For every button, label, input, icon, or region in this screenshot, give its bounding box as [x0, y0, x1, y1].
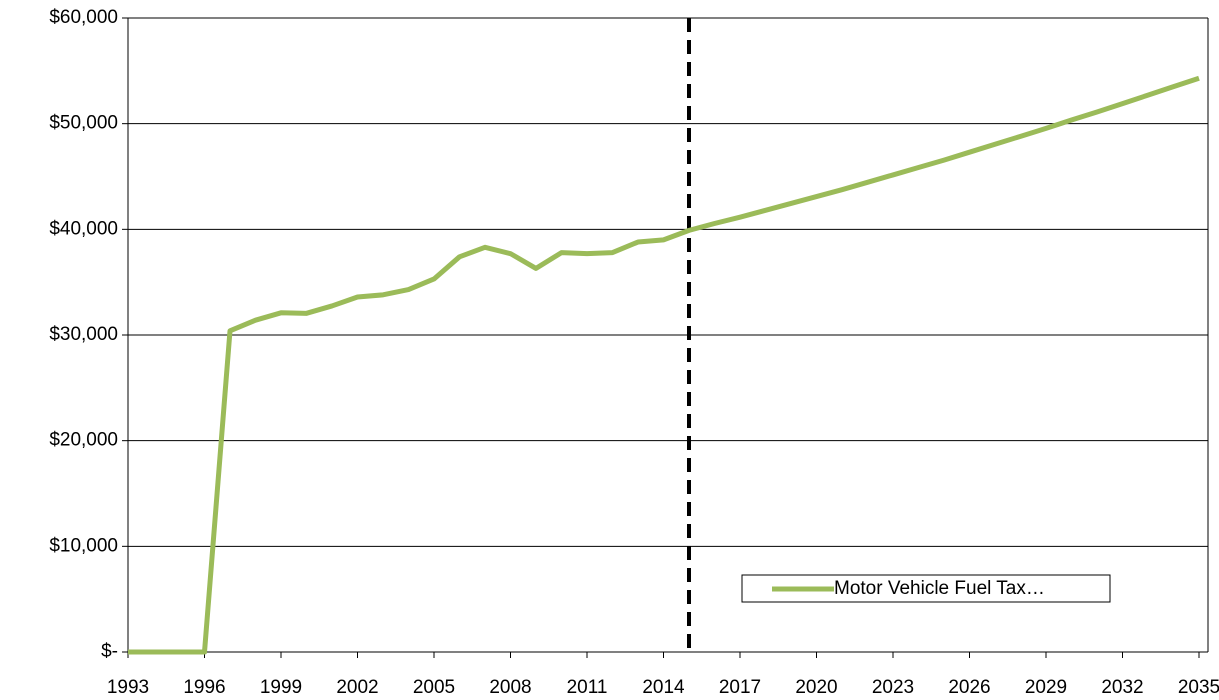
x-tick-label: 2017	[719, 677, 761, 698]
y-tick-label: $30,000	[49, 324, 118, 345]
y-tick-label: $10,000	[49, 535, 118, 556]
x-tick-label: 2023	[872, 677, 914, 698]
y-tick-label: $40,000	[49, 218, 118, 239]
x-tick-label: 2005	[413, 677, 455, 698]
series-line	[128, 75, 1200, 655]
x-tick-label: 2020	[795, 677, 837, 698]
x-tick-label: 2032	[1101, 677, 1143, 698]
y-tick-label: $60,000	[49, 7, 118, 28]
x-tick-label: 2035	[1178, 677, 1219, 698]
legend-label: Motor Vehicle Fuel Tax…	[834, 578, 1045, 599]
x-tick-label: 2029	[1025, 677, 1067, 698]
x-tick-label: 1993	[107, 677, 149, 698]
x-tick-label: 2008	[489, 677, 531, 698]
x-tick-label: 2011	[567, 677, 608, 698]
y-tick-label: $50,000	[49, 113, 118, 134]
x-tick-label: 2002	[336, 677, 378, 698]
y-tick-label: $20,000	[49, 430, 118, 451]
x-tick-label: 1999	[260, 677, 302, 698]
y-tick-label: $-	[101, 641, 118, 662]
x-tick-label: 1996	[183, 677, 225, 698]
x-tick-label: 2026	[948, 677, 990, 698]
x-tick-label: 2014	[642, 677, 685, 698]
